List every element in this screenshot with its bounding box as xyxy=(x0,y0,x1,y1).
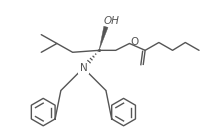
Text: OH: OH xyxy=(104,16,120,26)
Text: O: O xyxy=(130,38,139,47)
Polygon shape xyxy=(99,26,108,50)
Text: N: N xyxy=(80,63,87,73)
